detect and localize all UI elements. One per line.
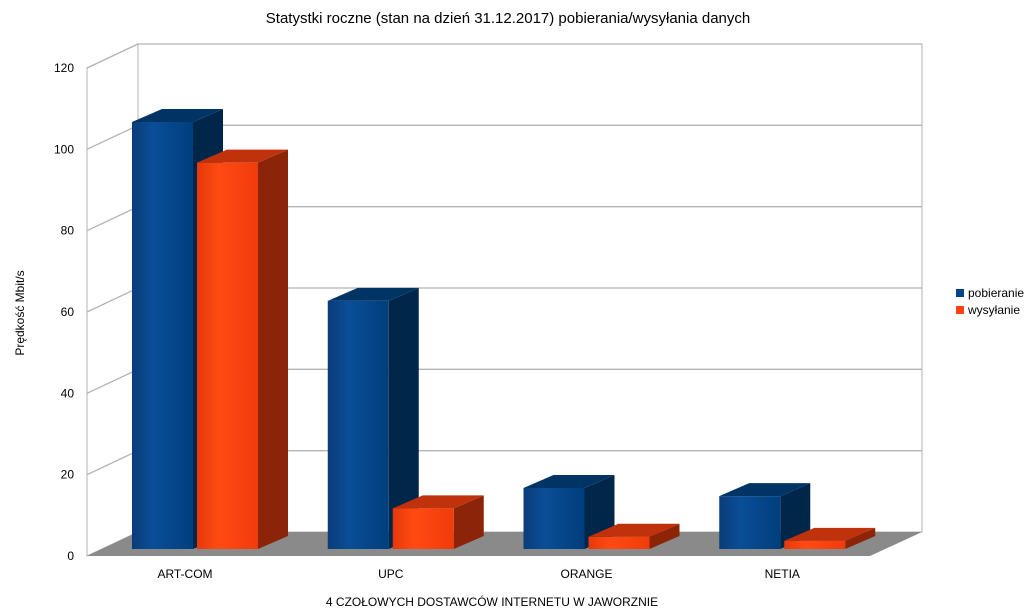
bar-front bbox=[784, 540, 846, 549]
gridline bbox=[86, 206, 139, 232]
bar-top bbox=[784, 527, 876, 541]
bar-front bbox=[523, 488, 585, 549]
y-tick-label: 80 bbox=[61, 224, 75, 238]
bar-wysyłanie-orange bbox=[588, 523, 680, 549]
legend-label: pobieranie bbox=[968, 286, 1024, 300]
y-tick-label: 120 bbox=[54, 61, 74, 75]
x-tick-label: UPC bbox=[378, 567, 404, 581]
x-axis-title: 4 CZOŁOWYCH DOSTAWCÓW INTERNETU W JAWORZ… bbox=[326, 594, 658, 609]
bar-side bbox=[649, 523, 680, 549]
y-tick-label: 100 bbox=[54, 142, 74, 156]
x-tick-label: NETIA bbox=[765, 567, 800, 581]
legend-label: wysyłanie bbox=[967, 303, 1020, 317]
chart-title: Statystki roczne (stan na dzień 31.12.20… bbox=[266, 10, 750, 27]
x-tick-label: ART-COM bbox=[157, 567, 212, 581]
y-tick-label: 40 bbox=[61, 386, 75, 400]
bar-side bbox=[258, 149, 288, 549]
bar-pobieranie-upc bbox=[327, 287, 419, 549]
bar-front bbox=[197, 162, 258, 549]
gridline bbox=[86, 368, 139, 394]
y-tick-label: 0 bbox=[67, 549, 74, 563]
bar-top bbox=[132, 109, 223, 122]
bar-wysyłanie-upc bbox=[392, 495, 484, 549]
bar-front bbox=[719, 496, 781, 549]
y-tick-label: 20 bbox=[61, 468, 75, 482]
y-tick-label: 60 bbox=[61, 305, 75, 319]
x-axis-ticks: ART-COM UPC ORANGE NETIA bbox=[157, 567, 799, 581]
legend: pobieranie wysyłanie bbox=[956, 286, 1024, 317]
legend-swatch bbox=[956, 306, 964, 314]
bar-side bbox=[388, 287, 419, 549]
bar-top bbox=[719, 483, 811, 497]
bar-side bbox=[453, 495, 484, 549]
bars bbox=[132, 109, 876, 549]
bar-top bbox=[392, 495, 484, 509]
gridline bbox=[86, 450, 139, 476]
bar-front bbox=[327, 300, 389, 549]
bar-pobieranie-netia bbox=[719, 483, 811, 549]
bar-top bbox=[327, 287, 419, 301]
bar-top bbox=[523, 475, 615, 488]
gridline bbox=[86, 287, 139, 313]
gridline bbox=[86, 124, 139, 150]
bar-front bbox=[132, 122, 193, 549]
gridline bbox=[86, 43, 139, 69]
bar-top bbox=[197, 149, 288, 163]
bar-side bbox=[845, 527, 876, 549]
legend-swatch bbox=[956, 289, 964, 297]
bar-top bbox=[588, 523, 680, 537]
bar-wysyłanie-art-com bbox=[197, 149, 288, 549]
bar-side bbox=[780, 483, 811, 549]
floor bbox=[87, 532, 922, 556]
bar-wysyłanie-netia bbox=[784, 527, 876, 549]
x-tick-label: ORANGE bbox=[560, 567, 612, 581]
y-axis-title: Prędkość Mbit/s bbox=[13, 270, 27, 355]
y-axis-ticks: 0 20 40 60 80 100 120 bbox=[54, 61, 74, 563]
bar-front bbox=[392, 508, 454, 549]
bar-front bbox=[588, 536, 650, 549]
